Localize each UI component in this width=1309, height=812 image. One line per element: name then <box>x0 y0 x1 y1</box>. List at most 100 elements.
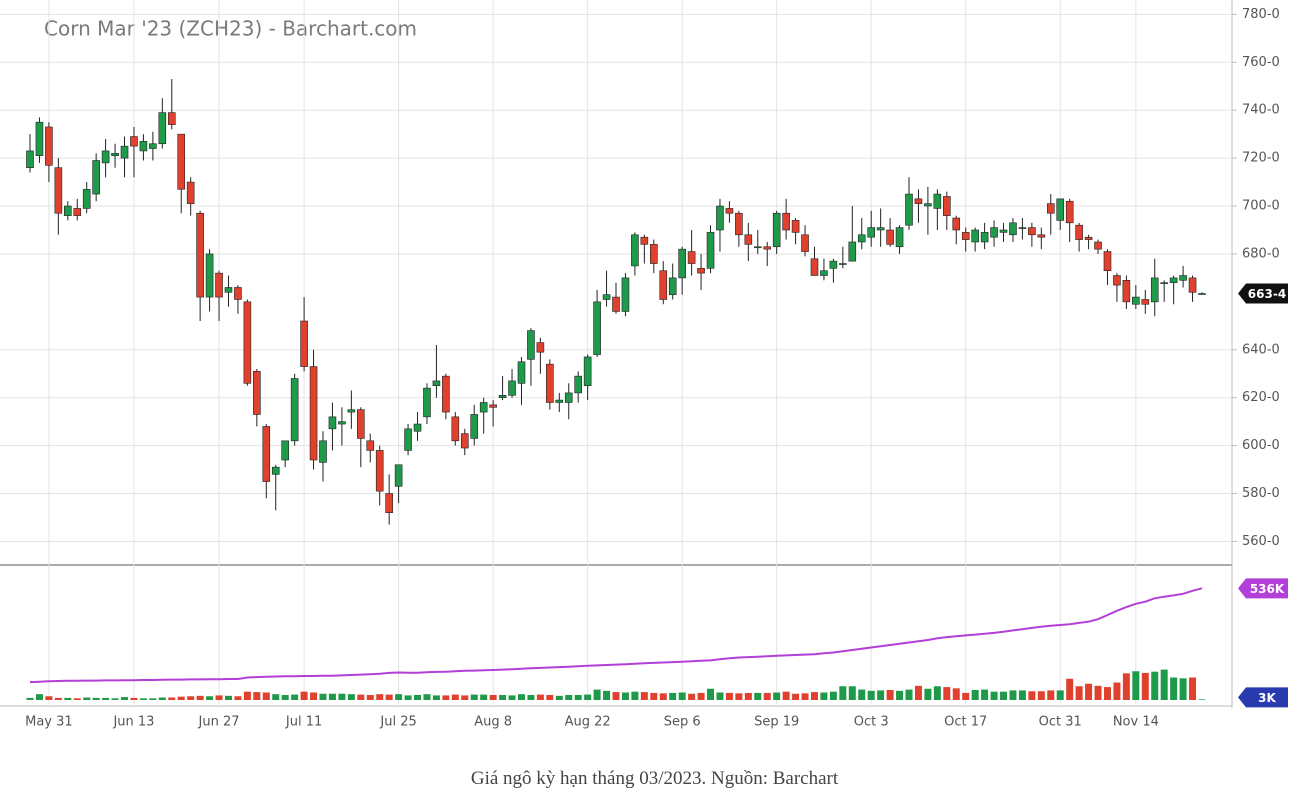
volume-bar <box>54 697 62 700</box>
x-tick-label: May 31 <box>25 715 73 730</box>
candle-body <box>177 133 186 190</box>
candle-body <box>111 153 119 157</box>
volume-bar <box>243 691 251 700</box>
candle-body <box>262 426 271 482</box>
candle-body <box>1113 275 1121 286</box>
volume-bar <box>933 686 941 700</box>
candle-body <box>271 466 280 475</box>
candle-body <box>1169 277 1178 283</box>
last-price-badge-label: 663-4 <box>1248 287 1286 301</box>
volume-bar <box>338 693 346 700</box>
candle-body <box>300 320 308 367</box>
candle-body <box>82 188 91 209</box>
x-tick-label: Jun 27 <box>198 715 240 730</box>
volume-bar <box>640 692 648 700</box>
candle-body <box>224 287 233 293</box>
x-tick-label: Jun 13 <box>112 715 154 730</box>
candle-body <box>924 203 932 207</box>
volume-bar <box>414 695 422 700</box>
volume-bar <box>631 691 639 700</box>
candle-body <box>130 136 138 147</box>
candle-body <box>1028 227 1036 236</box>
volume-bar <box>1066 678 1074 700</box>
open-interest-line <box>29 587 1203 684</box>
candle-body <box>64 205 72 216</box>
volume-bar <box>1047 690 1055 700</box>
volume-bar <box>990 691 998 700</box>
candle-body <box>35 121 44 157</box>
candle-body <box>319 440 327 463</box>
volume-bar <box>877 690 885 700</box>
candle-body <box>139 141 148 152</box>
y-tick-label: 760-0 <box>1242 55 1280 70</box>
y-tick-label: 640-0 <box>1242 342 1280 357</box>
volume-bar <box>1122 673 1130 700</box>
candle-body <box>555 399 564 403</box>
volume-bar <box>224 695 232 700</box>
volume-bar <box>659 693 667 700</box>
volume-bar <box>1170 677 1178 700</box>
y-tick-label: 740-0 <box>1242 103 1280 118</box>
candle-body <box>357 409 365 439</box>
volume-bar <box>357 694 365 700</box>
volume-bar <box>782 691 790 700</box>
candle-body <box>876 227 885 231</box>
volume-bar <box>130 697 138 700</box>
candle-body <box>92 160 100 195</box>
volume-bar <box>319 693 327 700</box>
volume-bar <box>603 690 611 700</box>
candle-body <box>583 356 592 387</box>
volume-bar <box>1189 677 1197 700</box>
volume-bar <box>1113 682 1121 700</box>
candle-body <box>829 260 838 269</box>
volume-bar <box>508 695 516 700</box>
candle-body <box>952 217 961 231</box>
candle-body <box>413 423 422 432</box>
candle-body <box>810 258 819 276</box>
candle-body <box>243 301 252 384</box>
candle-body <box>1075 224 1083 240</box>
volume-bar <box>395 694 403 700</box>
volume-bar <box>1179 678 1187 700</box>
candle-body <box>820 270 828 276</box>
candle-body <box>640 236 649 245</box>
candle-body <box>45 126 53 166</box>
candle-body <box>602 294 611 300</box>
volume-bar <box>376 694 384 700</box>
candle-body <box>1056 198 1065 221</box>
volume-bar <box>896 690 904 700</box>
volume-bar <box>943 687 951 700</box>
volume-bar <box>234 696 242 700</box>
y-tick-label: 700-0 <box>1242 199 1280 214</box>
candle-body <box>375 450 384 492</box>
candle-body <box>1084 236 1093 240</box>
volume-bar <box>461 695 469 700</box>
volume-bar <box>839 686 847 700</box>
candle-body <box>546 363 554 403</box>
candle-body <box>1132 296 1140 305</box>
candle-body <box>659 270 668 300</box>
candle-body <box>999 229 1008 233</box>
candle-body <box>517 361 526 384</box>
volume-bar <box>678 692 686 700</box>
volume-bar <box>546 695 554 700</box>
candle-body <box>564 392 573 403</box>
volume-bar <box>149 698 157 700</box>
volume-bar <box>924 688 932 700</box>
volume-bar <box>1141 672 1149 700</box>
x-tick-label: Aug 22 <box>565 715 611 730</box>
candle-body <box>527 330 535 360</box>
volume-bar <box>158 697 166 700</box>
volume-bar <box>385 694 393 700</box>
x-tick-label: Oct 3 <box>854 715 889 730</box>
volume-bar <box>432 695 440 700</box>
x-tick-label: Nov 14 <box>1113 715 1159 730</box>
candle-body <box>451 416 460 442</box>
candle-body <box>971 229 979 243</box>
volume-bar <box>688 693 696 700</box>
candle-body <box>385 493 393 513</box>
chart-title: Corn Mar '23 (ZCH23) - Barchart.com <box>44 17 417 41</box>
candle-body <box>961 232 970 240</box>
volume-bar <box>527 695 535 700</box>
